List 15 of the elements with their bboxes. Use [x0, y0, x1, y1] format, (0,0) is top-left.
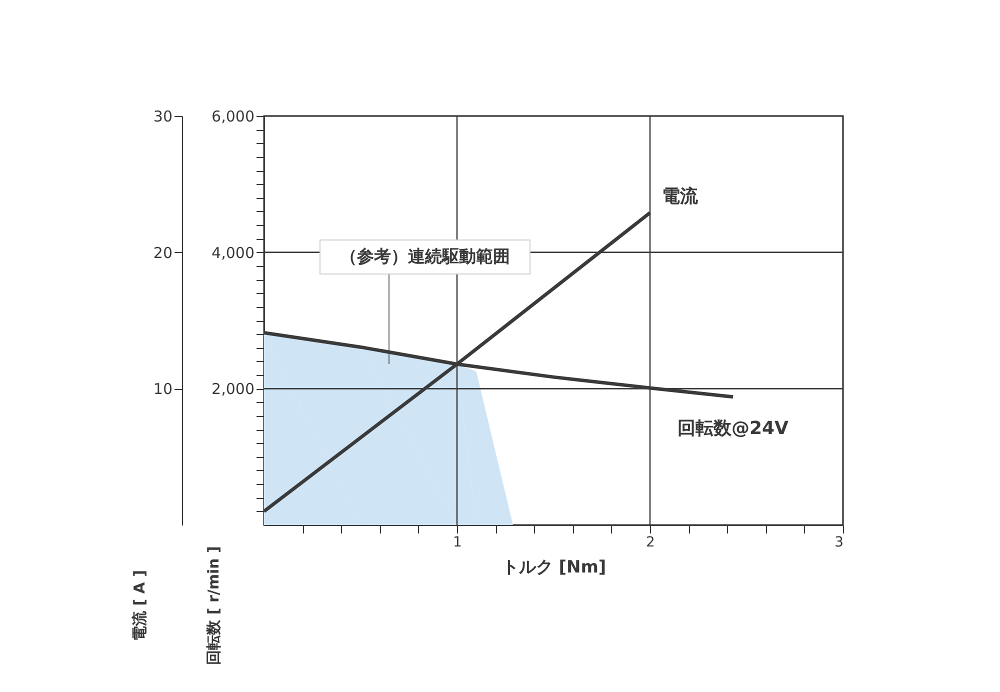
x-tick-label: 2 — [646, 534, 655, 550]
x-tick-label: 3 — [834, 534, 844, 550]
y2-tick-label: 10 — [153, 380, 172, 398]
series-label: 電流 — [662, 186, 699, 207]
x-axis-title: トルク [Nm] — [502, 558, 606, 578]
y2-axis-title: 電流 [ A ] — [130, 570, 148, 641]
y-tick-label: 4,000 — [212, 244, 254, 262]
series-label: 回転数@24V — [678, 418, 789, 439]
x-tick-label: 1 — [453, 534, 462, 550]
y2-tick-label: 30 — [153, 108, 172, 126]
y2-tick-label: 20 — [153, 244, 172, 262]
y-axis-title: 回転数 [ r/min ] — [204, 546, 222, 665]
annotation: （参考）連続駆動範囲 — [340, 247, 510, 267]
y-tick-label: 6,000 — [212, 108, 254, 126]
y-tick-label: 2,000 — [212, 380, 254, 398]
